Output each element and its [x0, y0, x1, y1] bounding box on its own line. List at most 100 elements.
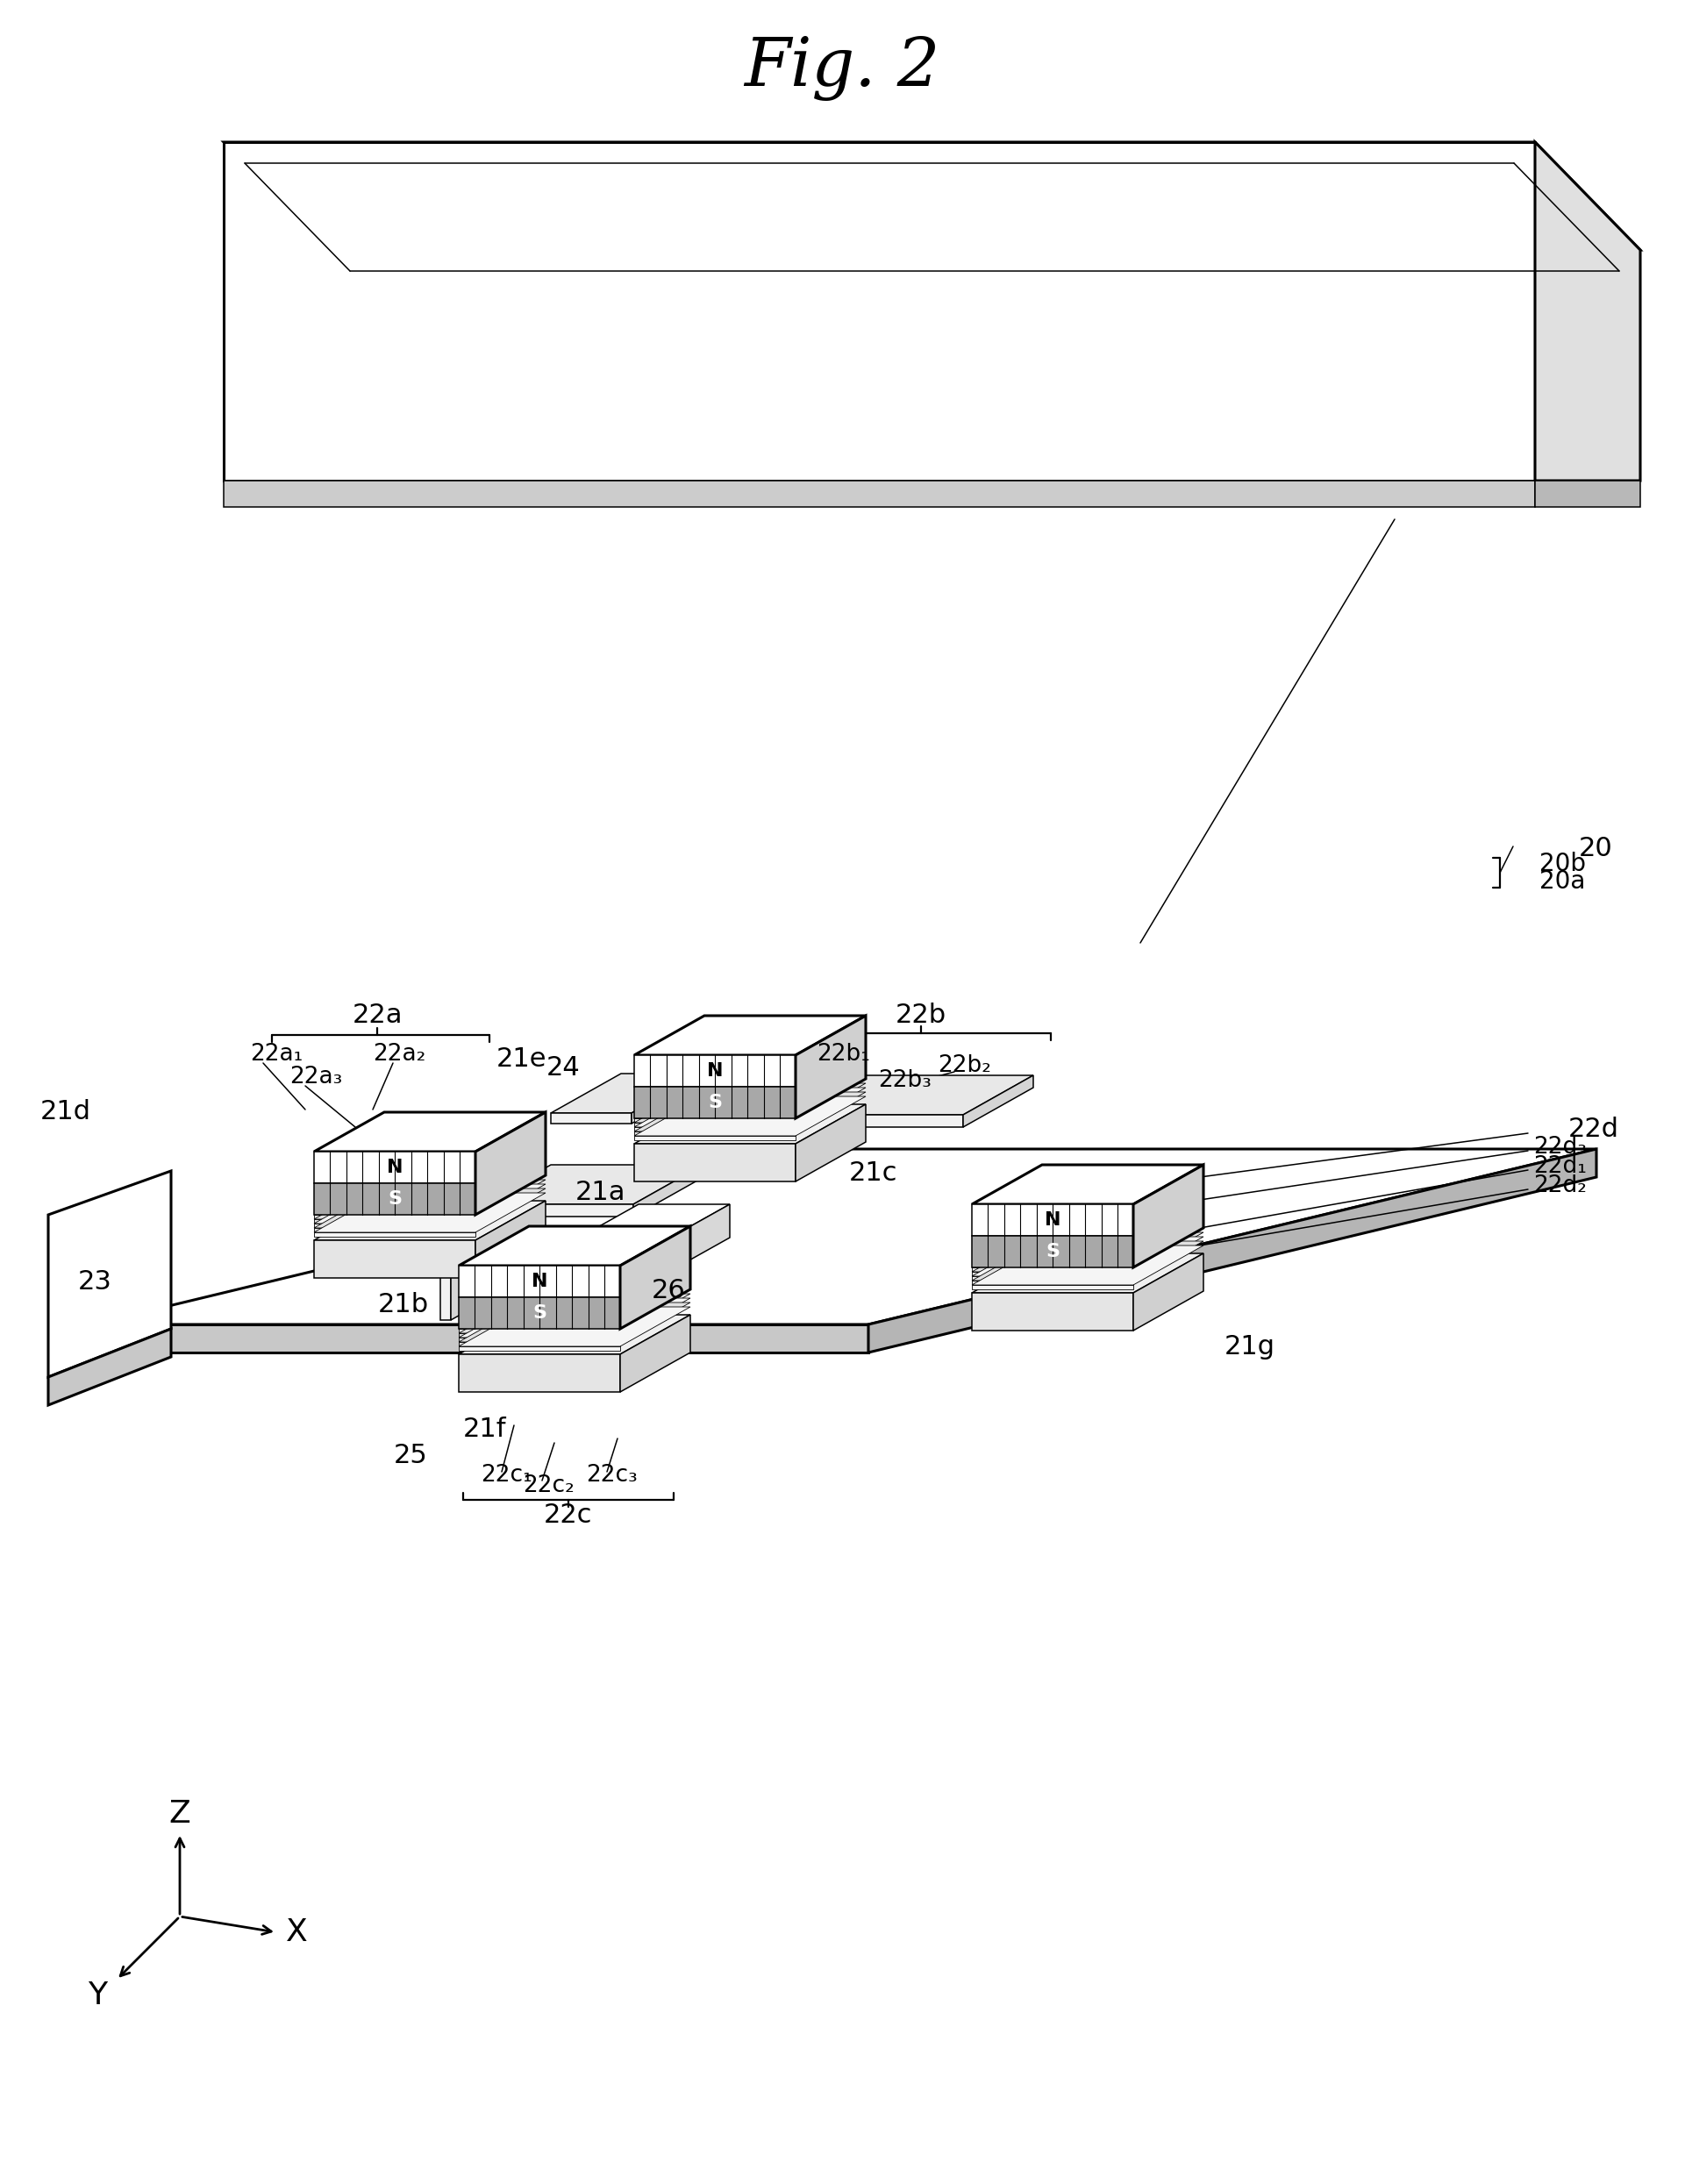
- Polygon shape: [313, 1223, 475, 1227]
- Polygon shape: [634, 1096, 866, 1136]
- Polygon shape: [458, 1289, 691, 1328]
- Polygon shape: [972, 1271, 1134, 1275]
- Polygon shape: [792, 1075, 1033, 1114]
- Polygon shape: [313, 1151, 475, 1184]
- Polygon shape: [972, 1236, 1203, 1275]
- Text: 23: 23: [78, 1269, 111, 1295]
- Text: 22a₂: 22a₂: [372, 1044, 426, 1066]
- Text: S: S: [532, 1304, 546, 1321]
- Polygon shape: [313, 1175, 546, 1214]
- Text: N: N: [386, 1160, 403, 1177]
- Polygon shape: [1535, 142, 1640, 480]
- Polygon shape: [634, 1164, 703, 1216]
- Polygon shape: [1134, 1254, 1203, 1330]
- Polygon shape: [634, 1136, 795, 1140]
- Polygon shape: [634, 1016, 866, 1055]
- Text: N: N: [531, 1273, 548, 1291]
- Text: 21c: 21c: [849, 1162, 896, 1186]
- Text: 22a₃: 22a₃: [290, 1066, 342, 1088]
- Polygon shape: [795, 1105, 866, 1182]
- Polygon shape: [595, 1203, 730, 1230]
- Polygon shape: [458, 1267, 620, 1297]
- Polygon shape: [49, 1328, 172, 1404]
- Polygon shape: [634, 1127, 795, 1131]
- Polygon shape: [972, 1275, 1134, 1280]
- Polygon shape: [972, 1232, 1203, 1271]
- Polygon shape: [93, 1324, 868, 1352]
- Polygon shape: [313, 1201, 546, 1241]
- Polygon shape: [458, 1306, 691, 1345]
- Polygon shape: [313, 1232, 475, 1236]
- Text: Y: Y: [88, 1981, 108, 2009]
- Polygon shape: [634, 1118, 795, 1123]
- Text: 22d₂: 22d₂: [1533, 1175, 1587, 1197]
- Polygon shape: [595, 1230, 686, 1262]
- Polygon shape: [634, 1092, 866, 1131]
- Text: 22a₁: 22a₁: [249, 1044, 303, 1066]
- Text: 21f: 21f: [463, 1417, 507, 1441]
- Text: 21b: 21b: [377, 1293, 430, 1317]
- Polygon shape: [480, 1203, 634, 1216]
- Text: 22c₁: 22c₁: [482, 1463, 532, 1487]
- Text: 22d₃: 22d₃: [1533, 1136, 1587, 1160]
- Polygon shape: [972, 1267, 1134, 1271]
- Polygon shape: [313, 1241, 475, 1278]
- Polygon shape: [972, 1227, 1203, 1267]
- Text: 25: 25: [394, 1444, 428, 1468]
- Polygon shape: [224, 142, 329, 480]
- Polygon shape: [313, 1179, 546, 1219]
- Polygon shape: [620, 1315, 691, 1391]
- Polygon shape: [972, 1284, 1134, 1289]
- Text: 22c₂: 22c₂: [522, 1474, 575, 1498]
- Polygon shape: [972, 1245, 1203, 1284]
- Polygon shape: [313, 1188, 546, 1227]
- Polygon shape: [634, 1088, 795, 1118]
- Polygon shape: [551, 1075, 701, 1114]
- Polygon shape: [313, 1192, 546, 1232]
- Polygon shape: [49, 1171, 172, 1378]
- Polygon shape: [313, 1184, 475, 1214]
- Text: 22b₁: 22b₁: [817, 1044, 871, 1066]
- Polygon shape: [964, 1075, 1033, 1127]
- Polygon shape: [634, 1088, 866, 1127]
- Polygon shape: [458, 1332, 620, 1337]
- Polygon shape: [634, 1144, 795, 1182]
- Text: 22c₃: 22c₃: [586, 1463, 639, 1487]
- Text: 21a: 21a: [576, 1179, 627, 1206]
- Polygon shape: [475, 1112, 546, 1214]
- Text: 22d₁: 22d₁: [1533, 1155, 1587, 1177]
- Polygon shape: [480, 1164, 703, 1203]
- Text: 22b₂: 22b₂: [939, 1055, 991, 1077]
- Polygon shape: [313, 1184, 546, 1223]
- Polygon shape: [972, 1241, 1203, 1280]
- Polygon shape: [458, 1328, 620, 1332]
- Text: 20a: 20a: [1540, 869, 1586, 893]
- Polygon shape: [972, 1280, 1134, 1284]
- Polygon shape: [224, 480, 1535, 507]
- Polygon shape: [458, 1302, 691, 1341]
- Polygon shape: [313, 1219, 475, 1223]
- Polygon shape: [224, 142, 1640, 249]
- Polygon shape: [475, 1201, 546, 1278]
- Polygon shape: [634, 1105, 866, 1144]
- Polygon shape: [440, 1203, 521, 1243]
- Polygon shape: [972, 1236, 1134, 1267]
- Polygon shape: [632, 1075, 701, 1123]
- Text: Fig. 2: Fig. 2: [745, 35, 940, 100]
- Polygon shape: [792, 1114, 964, 1127]
- Polygon shape: [224, 142, 1535, 480]
- Text: 21e: 21e: [495, 1046, 546, 1072]
- Text: N: N: [1045, 1212, 1060, 1230]
- Polygon shape: [458, 1293, 691, 1332]
- Polygon shape: [313, 1112, 546, 1151]
- Polygon shape: [972, 1164, 1203, 1203]
- Text: 24: 24: [546, 1055, 580, 1081]
- Text: 22a: 22a: [352, 1002, 403, 1029]
- Polygon shape: [458, 1297, 620, 1328]
- Polygon shape: [972, 1203, 1134, 1236]
- Polygon shape: [868, 1149, 1596, 1352]
- Text: 22d: 22d: [1569, 1116, 1619, 1142]
- Polygon shape: [458, 1315, 691, 1354]
- Text: N: N: [706, 1061, 723, 1079]
- Text: 20: 20: [1579, 836, 1613, 863]
